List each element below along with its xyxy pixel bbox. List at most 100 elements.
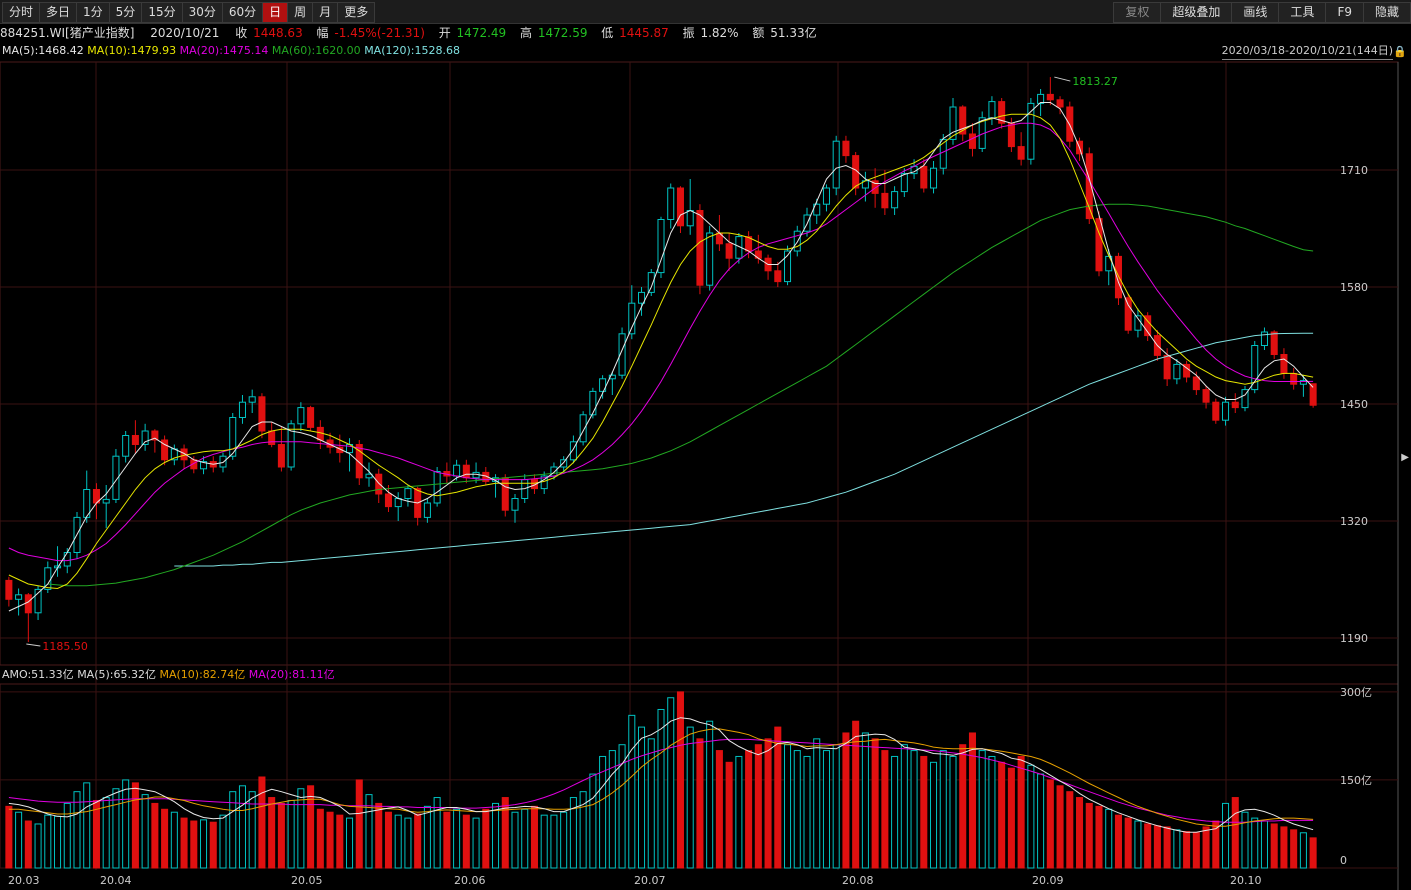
amo-value: AMO:51.33亿	[2, 668, 74, 681]
period-tab-3[interactable]: 5分	[108, 2, 142, 23]
period-tab-10[interactable]: 更多	[337, 2, 376, 23]
period-tab-8[interactable]: 周	[287, 2, 313, 23]
volume-bar-63	[618, 744, 626, 869]
candle-body-85	[832, 140, 840, 189]
volume-bar-59	[579, 791, 587, 869]
volume-bar-0	[5, 805, 13, 869]
candle-body-92	[900, 173, 908, 193]
candle-body-44	[433, 471, 441, 504]
candle-body-131	[1280, 354, 1288, 374]
volume-bar-43	[423, 805, 431, 869]
candle-body-22	[219, 455, 227, 468]
volume-bar-106	[1037, 773, 1045, 869]
volume-bar-122	[1192, 832, 1200, 869]
volume-bar-20	[200, 819, 208, 869]
volume-bar-65	[638, 726, 646, 869]
candle-body-67	[657, 219, 665, 274]
candle-body-70	[686, 210, 694, 227]
candle-body-63	[618, 333, 626, 376]
candle-body-87	[852, 155, 860, 189]
volume-bar-77	[754, 744, 762, 869]
volume-bar-38	[375, 802, 383, 869]
price-ma-legend: MA(5):1468.42 MA(10):1479.93 MA(20):1475…	[0, 43, 1411, 60]
volume-bar-23	[229, 791, 237, 869]
lock-icon[interactable]: 🔒	[1393, 45, 1407, 58]
volume-bar-94	[920, 755, 928, 869]
volume-bar-33	[326, 811, 334, 869]
candle-body-99	[968, 133, 976, 149]
amo-ma10-legend: MA(10):82.74亿	[159, 668, 246, 681]
volume-bar-45	[443, 811, 451, 869]
volume-bar-2	[24, 820, 32, 869]
period-tab-9[interactable]: 月	[312, 2, 338, 23]
toolbar-button-5[interactable]: 隐藏	[1362, 2, 1411, 23]
candle-body-122	[1192, 376, 1200, 391]
high-label: 高	[520, 26, 533, 40]
candle-body-41	[404, 488, 412, 500]
volume-bar-97	[949, 755, 957, 869]
volume-tick-label-1: 150亿	[1340, 774, 1372, 787]
candle-body-25	[248, 396, 256, 403]
min-annotation: 1185.50	[42, 640, 87, 653]
volume-bar-5	[54, 815, 62, 869]
volume-bar-127	[1241, 811, 1249, 869]
volume-bar-112	[1095, 805, 1103, 869]
ma120-line	[174, 332, 1314, 567]
period-tab-6[interactable]: 60分	[221, 2, 263, 23]
volume-bar-69	[676, 691, 684, 869]
date-range[interactable]: 2020/03/18-2020/10/21(144日)	[1221, 43, 1393, 60]
volume-bar-4	[44, 814, 52, 869]
candle-body-91	[891, 191, 899, 209]
x-tick-label-6: 20.09	[1032, 874, 1064, 887]
volume-bar-113	[1105, 808, 1113, 869]
volume-bar-61	[599, 755, 607, 869]
x-tick-label-5: 20.08	[842, 874, 874, 887]
candle-body-124	[1212, 401, 1220, 421]
candle-body-69	[676, 187, 684, 227]
candle-body-28	[277, 444, 285, 468]
candle-body-61	[599, 378, 607, 392]
period-tab-4[interactable]: 15分	[141, 2, 182, 23]
candle-body-1	[15, 594, 23, 600]
toolbar-button-1[interactable]: 超级叠加	[1160, 2, 1232, 23]
period-tab-2[interactable]: 1分	[76, 2, 109, 23]
volume-bar-68	[667, 697, 675, 869]
toolbar-button-4[interactable]: F9	[1325, 2, 1363, 23]
volume-bar-8	[83, 782, 91, 869]
candle-body-54	[530, 479, 538, 490]
ma5-line	[8, 102, 1314, 612]
volume-bar-19	[190, 820, 198, 869]
volume-bar-11	[112, 788, 120, 869]
toolbar-button-3[interactable]: 工具	[1278, 2, 1326, 23]
ma120-legend: MA(120):1528.68	[364, 44, 460, 57]
period-tab-7[interactable]: 日	[262, 2, 288, 23]
volume-bar-102	[998, 761, 1006, 869]
volume-bar-133	[1299, 832, 1307, 869]
toolbar-button-0[interactable]: 复权	[1113, 2, 1161, 23]
volume-bar-58	[569, 797, 577, 869]
period-tab-0[interactable]: 分时	[2, 2, 40, 23]
candle-body-106	[1037, 93, 1045, 104]
candle-body-65	[638, 291, 646, 304]
candle-body-128	[1251, 345, 1259, 391]
volume-bar-44	[433, 797, 441, 869]
candle-body-62	[608, 374, 616, 380]
volume-bar-25	[248, 791, 256, 869]
period-tab-5[interactable]: 30分	[181, 2, 222, 23]
expand-panel-arrow-icon[interactable]: ▶	[1401, 452, 1409, 463]
period-tab-1[interactable]: 多日	[39, 2, 77, 23]
candle-body-112	[1095, 218, 1103, 272]
toolbar-button-2[interactable]: 画线	[1231, 2, 1279, 23]
candle-body-104	[1017, 146, 1025, 160]
volume-bar-22	[219, 814, 227, 869]
volume-bar-3	[34, 823, 42, 869]
ma10-line	[8, 113, 1314, 590]
volume-bar-12	[122, 779, 130, 869]
candle-body-105	[1027, 102, 1035, 160]
volume-bar-48	[472, 817, 480, 869]
candle-body-37	[365, 473, 373, 479]
quote-info-bar: 884251.WI[猪产业指数] 2020/10/21 收 1448.63 幅 …	[0, 24, 1411, 42]
volume-bar-99	[968, 732, 976, 869]
volume-bar-95	[930, 761, 938, 869]
